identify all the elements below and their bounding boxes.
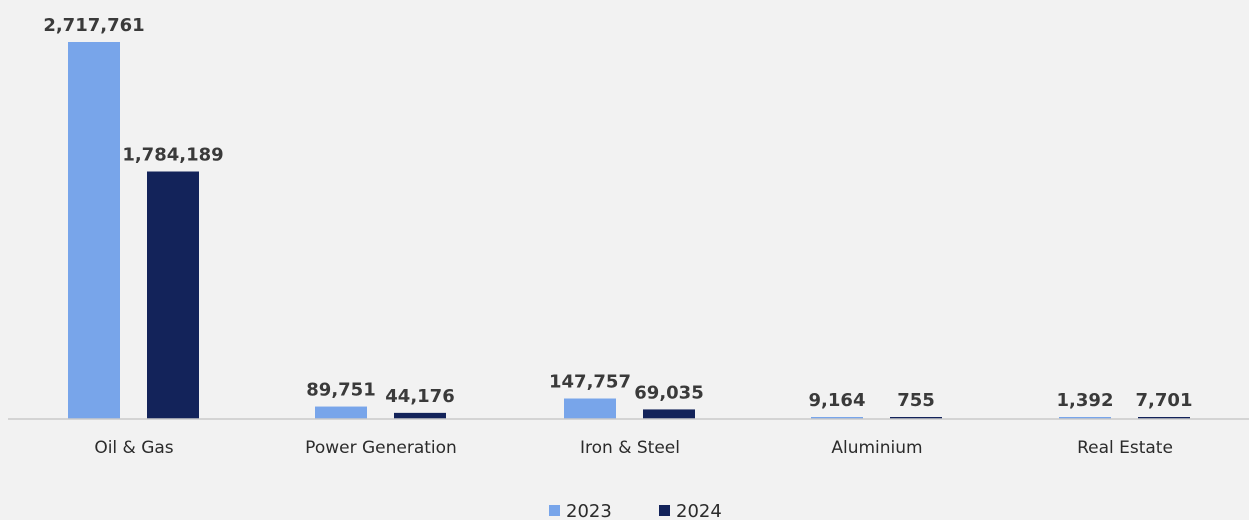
bar-iron-and-steel-2023 [564, 398, 616, 419]
value-label-oil-and-gas-2024: 1,784,189 [122, 145, 223, 166]
bar-power-generation-2023 [315, 406, 367, 419]
category-label-power-generation: Power Generation [305, 438, 457, 458]
value-label-iron-and-steel-2024: 69,035 [634, 382, 703, 403]
legend-label-2023: 2023 [566, 501, 612, 520]
bars-layer [68, 42, 1190, 419]
bar-real-estate-2023 [1059, 417, 1111, 419]
legend-label-2024: 2024 [676, 501, 722, 520]
bar-real-estate-2024 [1138, 417, 1190, 419]
bar-power-generation-2024 [394, 412, 446, 419]
category-labels-layer: Oil & Gas Power Generation Iron & Steel Alu… [94, 438, 1173, 458]
bar-iron-and-steel-2024 [643, 409, 695, 419]
value-label-aluminium-2023: 9,164 [809, 390, 866, 411]
category-label-oil-and-gas: Oil & Gas [94, 438, 173, 458]
value-label-power-generation-2023: 89,751 [306, 380, 375, 401]
value-label-oil-and-gas-2023: 2,717,761 [43, 15, 144, 36]
legend-swatch-2024 [659, 505, 670, 516]
category-label-iron-and-steel: Iron & Steel [580, 438, 680, 458]
value-labels-layer: 2,717,761 1,784,189 89,751 44,176 147,75769,… [43, 15, 1192, 411]
value-label-power-generation-2024: 44,176 [385, 386, 454, 407]
category-label-real-estate: Real Estate [1077, 438, 1173, 458]
value-label-aluminium-2024: 755 [897, 390, 935, 411]
value-label-iron-and-steel-2023: 147,757 [549, 372, 631, 393]
bar-oil-and-gas-2024 [147, 171, 199, 419]
value-label-real-estate-2023: 1,392 [1057, 390, 1114, 411]
bar-oil-and-gas-2023 [68, 42, 120, 419]
value-label-real-estate-2024: 7,701 [1136, 390, 1193, 411]
bar-aluminium-2023 [811, 417, 863, 419]
legend: 2023 2024 [549, 501, 722, 520]
bar-aluminium-2024 [890, 417, 942, 419]
legend-swatch-2023 [549, 505, 560, 516]
category-label-aluminium: Aluminium [831, 438, 922, 458]
